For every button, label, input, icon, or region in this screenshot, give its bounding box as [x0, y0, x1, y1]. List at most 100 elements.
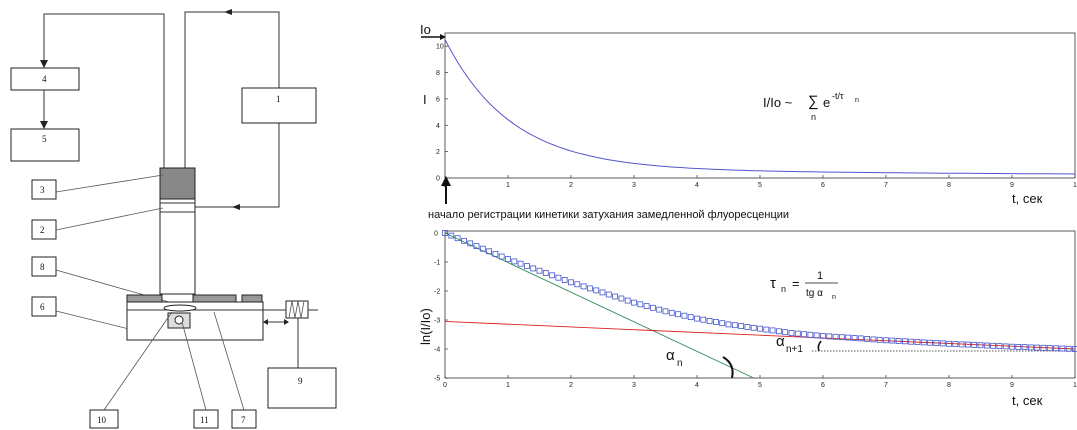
data-point [870, 336, 877, 343]
data-point [605, 291, 612, 298]
data-point [883, 337, 889, 344]
data-point [839, 334, 845, 341]
data-point [996, 343, 1003, 350]
data-point [530, 265, 537, 272]
data-point [1015, 343, 1022, 350]
data-point [946, 340, 952, 347]
arrow-into-5 [40, 121, 48, 129]
alpha-n-sub: n [677, 358, 683, 369]
data-point [542, 270, 549, 276]
decay-plot: Io I 012345678910246810 начало регистрац… [420, 22, 1077, 221]
top-plate-left [126, 294, 163, 303]
asymptote-line [444, 321, 1076, 350]
data-point [549, 272, 555, 279]
log-x-tick-label: 8 [947, 382, 951, 389]
data-point [813, 332, 820, 339]
start-arrow-head [441, 176, 451, 186]
log-x-tick-label: 4 [695, 382, 699, 389]
label-5: 5 [42, 134, 47, 144]
decay-x-tick-label: 6 [821, 182, 825, 189]
data-point [650, 304, 656, 311]
tau-denominator: tg α [806, 288, 823, 299]
data-point [1072, 346, 1077, 352]
label-4: 4 [42, 74, 47, 84]
arrow-into-4 [40, 60, 48, 68]
tau-symbol: τ [770, 275, 776, 292]
alpha-n-symbol: α [666, 347, 675, 364]
data-point [851, 335, 858, 341]
data-point [662, 308, 669, 315]
log-y-tick-label: -1 [434, 260, 440, 267]
top-plate-right [192, 294, 237, 303]
data-point [656, 306, 663, 313]
log-x-tick-label: 6 [821, 382, 825, 389]
data-point [511, 258, 518, 265]
data-point [920, 339, 927, 346]
data-point [1002, 343, 1009, 350]
data-point [958, 341, 965, 348]
data-point [524, 263, 530, 270]
alpha-n1-arc [817, 340, 822, 352]
data-point [977, 342, 984, 349]
data-point [725, 321, 732, 328]
data-point [738, 323, 744, 330]
box-8 [31, 256, 57, 277]
io-label: Io [420, 22, 431, 37]
data-point [927, 339, 933, 346]
decay-y-tick-label: 8 [436, 70, 440, 77]
data-point [933, 340, 940, 347]
data-point [820, 332, 826, 339]
log-y-tick-label: -5 [434, 376, 440, 383]
data-point [1059, 345, 1066, 352]
tau-numerator: 1 [817, 270, 823, 282]
initial-slope-line [444, 232, 754, 379]
data-point [1040, 344, 1047, 351]
log-x-tick-label: 9 [1010, 382, 1014, 389]
decay-y-label: I [423, 92, 427, 107]
data-point [788, 330, 795, 336]
data-point [983, 342, 990, 349]
log-ticks: 0 1 2 3 4 5 6 7 8 9 10-1-2-3-4-5 [434, 231, 1077, 390]
data-point [593, 287, 600, 294]
decay-plot-frame [444, 32, 1076, 179]
decay-x-tick-label: 3 [632, 182, 636, 189]
data-point [675, 311, 681, 318]
decay-x-tick-label: 1 [1073, 182, 1077, 189]
data-point [479, 245, 486, 252]
motion-arrow-right [284, 319, 289, 325]
data-point [857, 335, 864, 342]
data-point [757, 325, 763, 332]
decay-x-tick-label: 7 [884, 182, 888, 189]
decay-y-tick-label: 2 [436, 149, 440, 156]
decay-x-tick-label: 2 [569, 182, 573, 189]
data-point [832, 333, 839, 340]
decay-x-tick-label: 4 [695, 182, 699, 189]
data-point [794, 330, 801, 337]
label-10: 10 [97, 415, 107, 425]
data-point [889, 337, 896, 344]
leader-3 [55, 174, 164, 193]
data-point [807, 331, 814, 338]
decay-x-tick-label: 8 [947, 182, 951, 189]
data-point [631, 299, 637, 306]
data-point [473, 243, 480, 250]
data-point [694, 315, 700, 322]
decay-y-tick-label: 0 [436, 176, 440, 183]
start-caption: начало регистрации кинетики затухания за… [428, 209, 789, 221]
log-x-tick-label: 7 [884, 382, 888, 389]
label-6: 6 [40, 302, 45, 312]
data-point [845, 334, 852, 341]
data-point [706, 317, 713, 324]
data-point [574, 281, 581, 288]
data-point [776, 328, 782, 335]
data-point [1053, 345, 1059, 352]
data-point [763, 326, 770, 333]
formula-exponent-sub: n [855, 97, 859, 104]
wire-1-bottom [194, 122, 280, 208]
log-y-tick-label: -2 [434, 289, 440, 296]
data-point [1046, 345, 1053, 352]
log-x-tick-label: 1 [1073, 382, 1077, 389]
arrow-to-2 [232, 204, 240, 210]
data-point [681, 312, 688, 319]
